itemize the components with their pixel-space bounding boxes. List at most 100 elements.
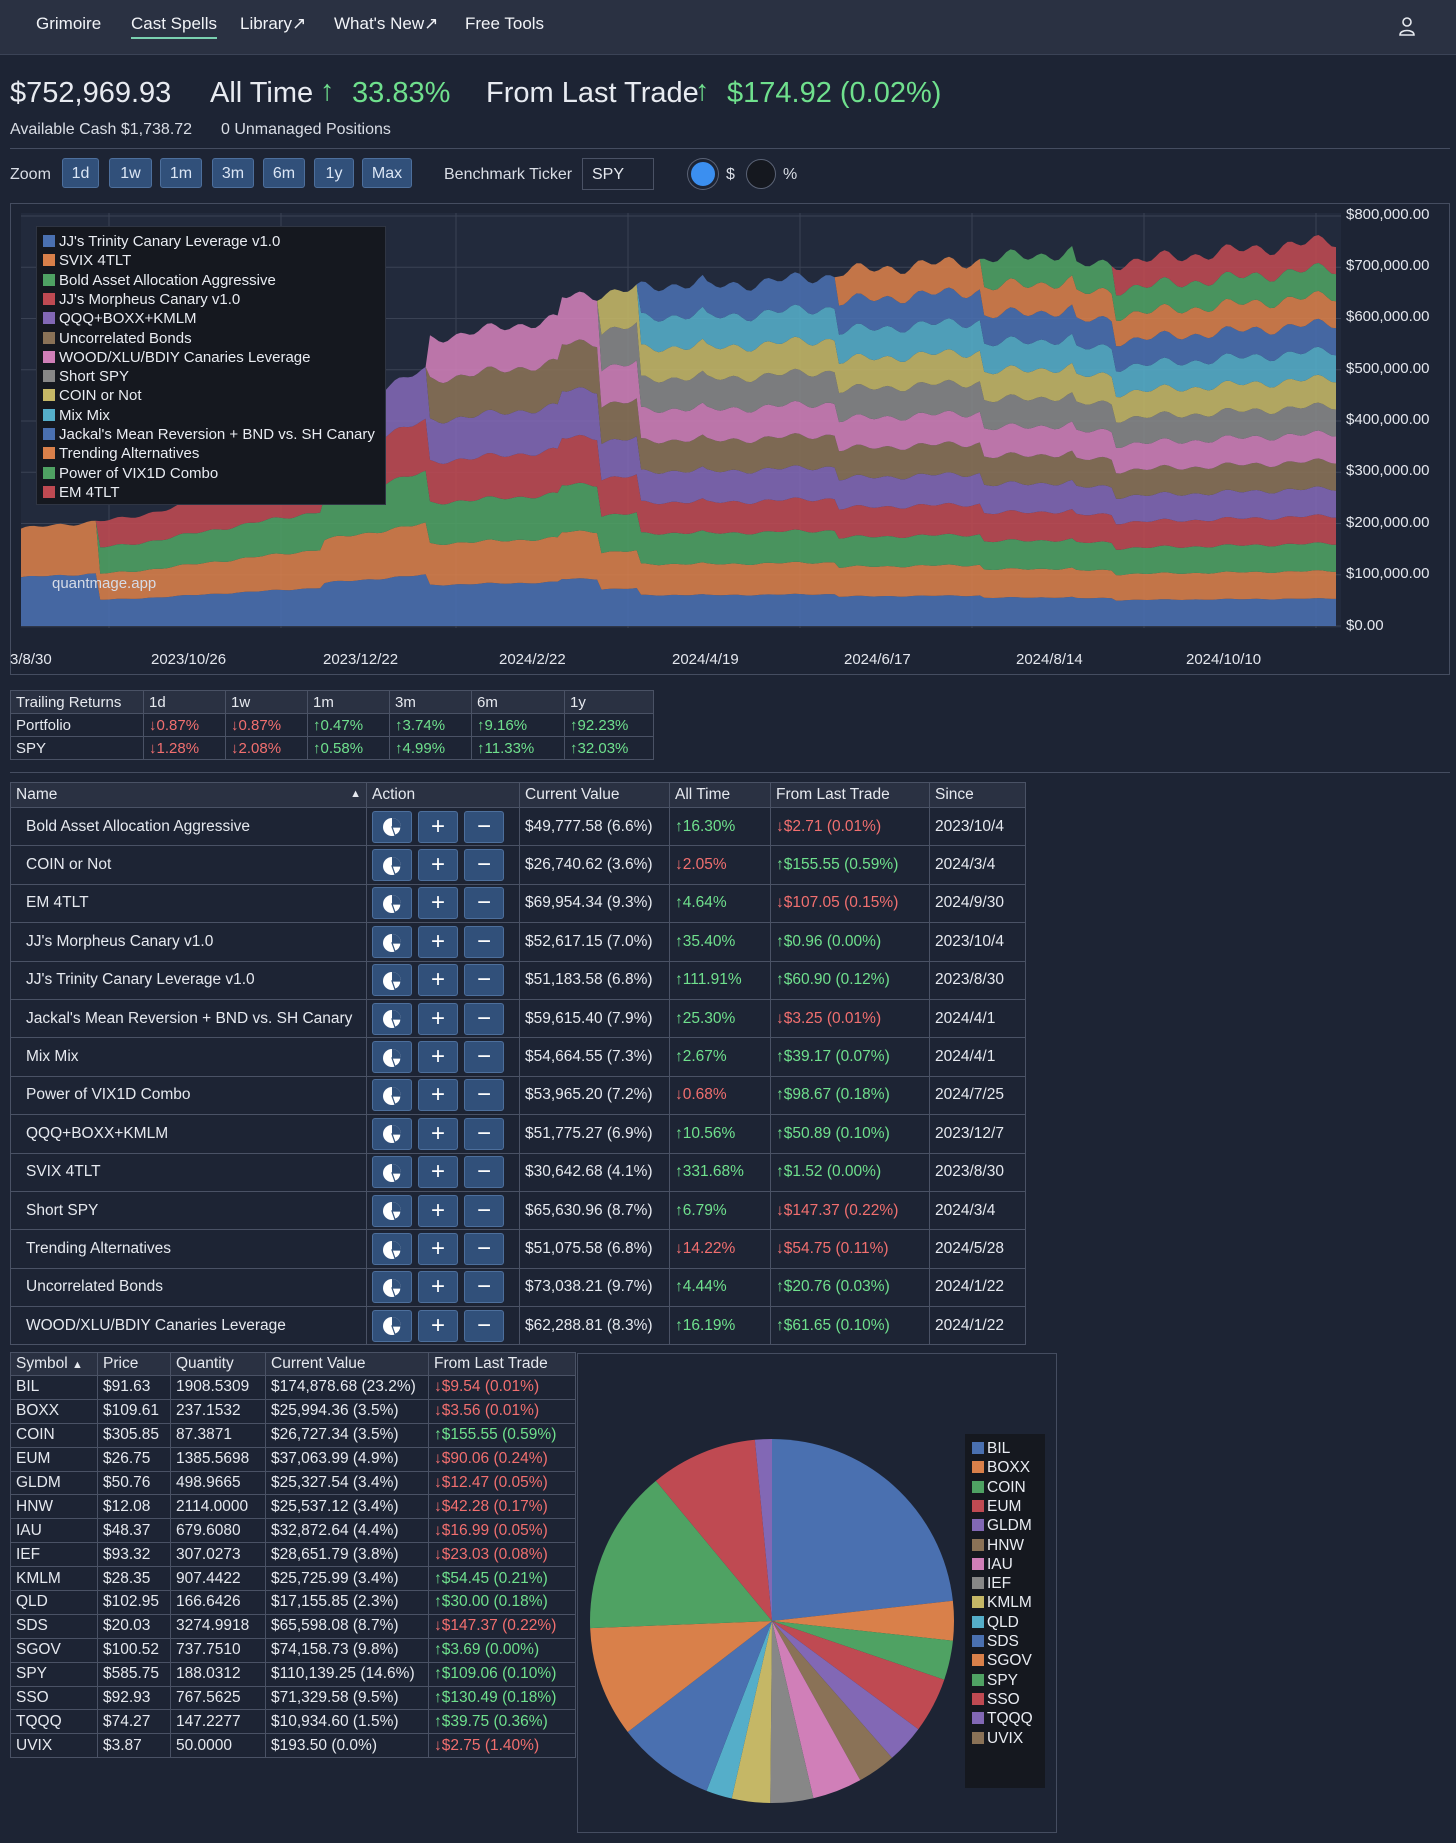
pie-legend-item[interactable]: BOXX [972, 1459, 1030, 1478]
zoom-max-button[interactable]: Max [362, 158, 412, 188]
allocation-pie-button[interactable] [372, 1156, 412, 1189]
add-funds-button[interactable]: + [418, 810, 458, 843]
area-series-10[interactable] [21, 272, 1336, 529]
pie-legend-item[interactable]: HNW [972, 1537, 1024, 1556]
allocation-pie-button[interactable] [372, 1271, 412, 1304]
area-series-5[interactable] [21, 339, 1336, 529]
legend-item[interactable]: Mix Mix [43, 407, 110, 426]
zoom-1w-button[interactable]: 1w [109, 158, 152, 188]
pie-slice-iau[interactable] [772, 1621, 861, 1799]
symbols-header[interactable]: Symbol ▲ [10, 1352, 98, 1376]
pie-slice-sgov[interactable] [590, 1621, 772, 1732]
position-row[interactable]: SVIX 4TLT + − $30,642.68 (4.1%) ↑331.68% ↑$1.… [10, 1152, 1026, 1192]
symbols-header[interactable]: Current Value [265, 1352, 429, 1376]
add-funds-button[interactable]: + [418, 1194, 458, 1227]
pie-legend-item[interactable]: SPY [972, 1672, 1018, 1691]
position-row[interactable]: JJ's Morpheus Canary v1.0 + − $52,617.15 (7… [10, 922, 1026, 962]
add-funds-button[interactable]: + [418, 887, 458, 920]
legend-item[interactable]: Short SPY [43, 368, 129, 387]
pie-slice-boxx[interactable] [772, 1600, 955, 1641]
pie-slice-coin[interactable] [772, 1621, 953, 1680]
legend-item[interactable]: JJ's Morpheus Canary v1.0 [43, 291, 240, 310]
allocation-pie-button[interactable] [372, 1117, 412, 1150]
positions-header[interactable]: Action [366, 782, 520, 808]
legend-item[interactable]: COIN or Not [43, 387, 142, 406]
allocation-pie-button[interactable] [372, 887, 412, 920]
allocation-pie-button[interactable] [372, 1232, 412, 1265]
remove-funds-button[interactable]: − [464, 1309, 504, 1342]
remove-funds-button[interactable]: − [464, 849, 504, 882]
remove-funds-button[interactable]: − [464, 1079, 504, 1112]
pie-legend-item[interactable]: QLD [972, 1614, 1019, 1633]
zoom-1m-button[interactable]: 1m [160, 158, 202, 188]
remove-funds-button[interactable]: − [464, 1041, 504, 1074]
add-funds-button[interactable]: + [418, 1002, 458, 1035]
remove-funds-button[interactable]: − [464, 810, 504, 843]
legend-item[interactable]: Uncorrelated Bonds [43, 330, 192, 349]
pie-slice-tqqq[interactable] [754, 1439, 772, 1621]
zoom-1d-button[interactable]: 1d [62, 158, 99, 188]
allocation-pie-button[interactable] [372, 925, 412, 958]
zoom-1y-button[interactable]: 1y [314, 158, 354, 188]
legend-item[interactable]: JJ's Trinity Canary Leverage v1.0 [43, 233, 280, 252]
pie-slice-kmlm[interactable] [731, 1621, 772, 1803]
percent-radio[interactable] [746, 159, 776, 189]
position-name[interactable]: Trending Alternatives [10, 1229, 367, 1269]
pie-legend-item[interactable]: IAU [972, 1556, 1013, 1575]
position-name[interactable]: Uncorrelated Bonds [10, 1267, 367, 1308]
allocation-pie-button[interactable] [372, 849, 412, 882]
position-row[interactable]: Mix Mix + − $54,664.55 (7.3%) ↑2.67% ↑$39.17 … [10, 1037, 1026, 1077]
legend-item[interactable]: EM 4TLT [43, 484, 120, 503]
area-series-1[interactable] [21, 520, 1336, 601]
position-row[interactable]: JJ's Trinity Canary Leverage v1.0 + − $51,1… [10, 960, 1026, 1000]
position-name[interactable]: WOOD/XLU/BDIY Canaries Leverage [10, 1306, 367, 1346]
position-name[interactable]: JJ's Trinity Canary Leverage v1.0 [10, 960, 367, 1000]
position-row[interactable]: WOOD/XLU/BDIY Canaries Leverage + − $62,288… [10, 1306, 1026, 1346]
allocation-pie-button[interactable] [372, 1194, 412, 1227]
symbols-header[interactable]: Quantity [170, 1352, 266, 1376]
add-funds-button[interactable]: + [418, 1156, 458, 1189]
allocation-pie-chart[interactable] [588, 1437, 956, 1805]
dollar-radio[interactable] [688, 159, 718, 189]
remove-funds-button[interactable]: − [464, 964, 504, 997]
legend-item[interactable]: Bold Asset Allocation Aggressive [43, 272, 276, 291]
area-series-13[interactable] [21, 235, 1336, 529]
pie-slice-gldm[interactable] [772, 1621, 919, 1758]
remove-funds-button[interactable]: − [464, 1002, 504, 1035]
position-name[interactable]: Jackal's Mean Reversion + BND vs. SH Can… [10, 998, 367, 1039]
area-series-0[interactable] [21, 573, 1336, 626]
positions-header[interactable]: From Last Trade [770, 782, 930, 808]
pie-legend-item[interactable]: SDS [972, 1633, 1019, 1652]
nav-free-tools[interactable]: Free Tools [465, 14, 545, 33]
area-series-7[interactable] [21, 291, 1336, 529]
pie-legend-item[interactable]: UVIX [972, 1730, 1023, 1749]
symbols-header[interactable]: From Last Trade [428, 1352, 576, 1376]
add-funds-button[interactable]: + [418, 1079, 458, 1112]
remove-funds-button[interactable]: − [464, 1271, 504, 1304]
add-funds-button[interactable]: + [418, 1117, 458, 1150]
position-name[interactable]: COIN or Not [10, 845, 367, 885]
zoom-6m-button[interactable]: 6m [263, 158, 305, 188]
position-row[interactable]: QQQ+BOXX+KMLM + − $51,775.27 (6.9%) ↑10.56% ↑… [10, 1114, 1026, 1154]
remove-funds-button[interactable]: − [464, 887, 504, 920]
allocation-pie-button[interactable] [372, 1041, 412, 1074]
pie-legend-item[interactable]: EUM [972, 1498, 1021, 1517]
pie-legend-item[interactable]: SGOV [972, 1652, 1032, 1671]
pie-slice-sds[interactable] [627, 1621, 772, 1791]
position-name[interactable]: Power of VIX1D Combo [10, 1075, 367, 1116]
position-row[interactable]: Jackal's Mean Reversion + BND vs. SH Can… [10, 998, 1026, 1039]
positions-header[interactable]: Since [929, 782, 1026, 808]
position-name[interactable]: Bold Asset Allocation Aggressive [10, 806, 367, 847]
position-row[interactable]: Bold Asset Allocation Aggressive + − $49,77… [10, 806, 1026, 847]
position-name[interactable]: SVIX 4TLT [10, 1152, 367, 1192]
pie-slice-sso[interactable] [655, 1439, 772, 1621]
pie-legend-item[interactable]: COIN [972, 1479, 1026, 1498]
pie-slice-eum[interactable] [772, 1621, 945, 1730]
add-funds-button[interactable]: + [418, 1232, 458, 1265]
legend-item[interactable]: Jackal's Mean Reversion + BND vs. SH Can… [43, 426, 375, 445]
remove-funds-button[interactable]: − [464, 1232, 504, 1265]
legend-item[interactable]: Power of VIX1D Combo [43, 465, 218, 484]
pie-slice-spy[interactable] [589, 1480, 772, 1629]
position-row[interactable]: EM 4TLT + − $69,954.34 (9.3%) ↑4.64% ↓$107.05… [10, 883, 1026, 924]
pie-legend-item[interactable]: SSO [972, 1691, 1020, 1710]
